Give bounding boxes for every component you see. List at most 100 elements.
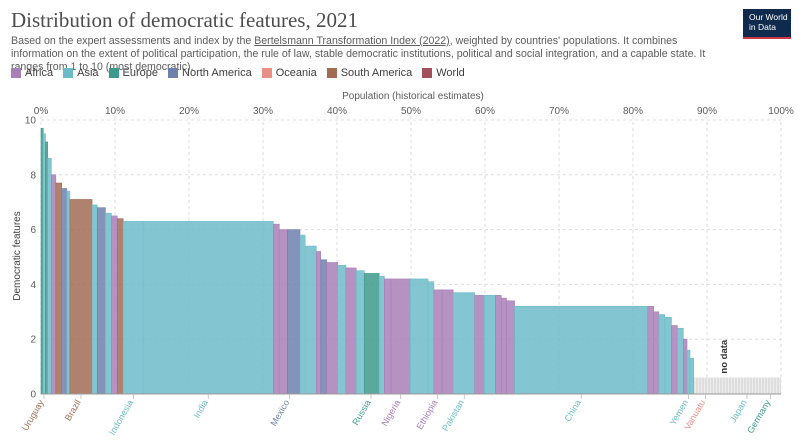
axes: 0 2 4 6 8 100% 10% 20% 30% 40% 50% 60% 70% 80% 90% 100% bbox=[25, 106, 794, 401]
segment[interactable] bbox=[40, 127, 44, 395]
y-tick-label: 6 bbox=[30, 225, 36, 236]
segment[interactable] bbox=[514, 306, 649, 395]
segment[interactable] bbox=[116, 218, 124, 395]
x-tick-label: 80% bbox=[623, 106, 643, 117]
segment[interactable] bbox=[337, 264, 347, 395]
segment[interactable] bbox=[427, 281, 435, 395]
country-label: Indonesia bbox=[107, 398, 135, 437]
legend-item-asia[interactable]: Asia bbox=[63, 67, 99, 79]
x-axis-label: Population (historical estimates) bbox=[342, 91, 484, 102]
segment[interactable] bbox=[683, 338, 688, 395]
segment[interactable] bbox=[390, 278, 411, 395]
segment[interactable] bbox=[686, 349, 691, 395]
segment[interactable] bbox=[483, 295, 496, 395]
legend-label: North America bbox=[182, 67, 252, 79]
owid-logo[interactable]: Our World in Data bbox=[743, 9, 791, 39]
y-tick-label: 4 bbox=[30, 280, 36, 291]
segment[interactable] bbox=[384, 278, 392, 395]
segment[interactable] bbox=[61, 188, 68, 395]
segment[interactable] bbox=[320, 259, 327, 395]
legend-item-africa[interactable]: Africa bbox=[11, 67, 53, 79]
segment[interactable] bbox=[355, 270, 365, 395]
segment[interactable] bbox=[378, 275, 385, 395]
segment[interactable] bbox=[452, 292, 475, 395]
segment[interactable] bbox=[47, 158, 52, 395]
data-segments bbox=[40, 127, 694, 395]
country-label: Mexico bbox=[268, 398, 291, 428]
x-tick-label: 40% bbox=[327, 106, 347, 117]
segment[interactable] bbox=[474, 295, 485, 395]
legend-label: Africa bbox=[25, 67, 54, 79]
x-tick-label: 30% bbox=[253, 106, 273, 117]
y-tick-label: 2 bbox=[30, 335, 36, 346]
segment[interactable] bbox=[326, 262, 339, 395]
segment[interactable] bbox=[658, 314, 666, 395]
legend-label: Asia bbox=[77, 67, 99, 79]
source-link[interactable]: Bertelsmann Transformation Index (2022) bbox=[254, 35, 450, 47]
segment[interactable] bbox=[647, 306, 655, 395]
x-tick-label: 50% bbox=[401, 106, 421, 117]
no-data-area bbox=[693, 377, 781, 394]
country-label: Pakistan bbox=[440, 398, 466, 433]
segment[interactable] bbox=[671, 325, 678, 395]
segment[interactable] bbox=[122, 221, 144, 395]
legend-swatch bbox=[108, 68, 119, 78]
y-axis-label: Democratic features bbox=[12, 211, 23, 300]
legend-item-europe[interactable]: Europe bbox=[108, 67, 159, 79]
segment[interactable] bbox=[653, 311, 660, 395]
segment[interactable] bbox=[278, 229, 288, 395]
x-tick-label: 20% bbox=[179, 106, 199, 117]
segment[interactable] bbox=[664, 316, 672, 395]
country-label: China bbox=[563, 398, 583, 423]
country-label: Russia bbox=[350, 398, 372, 427]
segment[interactable] bbox=[51, 174, 57, 395]
legend-label: World bbox=[436, 67, 465, 79]
legend-item-oceania[interactable]: Oceania bbox=[261, 67, 317, 79]
segment[interactable] bbox=[409, 278, 429, 395]
subtitle-text-end: , weighted by countries' populations. It… bbox=[11, 35, 706, 73]
segment[interactable] bbox=[441, 289, 454, 395]
legend-swatch bbox=[422, 68, 433, 78]
legend-item-south-america[interactable]: South America bbox=[326, 67, 413, 79]
no-data-region: no data bbox=[693, 339, 781, 394]
segment[interactable] bbox=[66, 190, 71, 395]
country-label: Ethiopia bbox=[414, 398, 439, 431]
segment[interactable] bbox=[42, 133, 46, 395]
x-tick-label: 100% bbox=[768, 106, 794, 117]
legend-swatch bbox=[63, 68, 74, 78]
segment[interactable] bbox=[105, 212, 112, 395]
segment[interactable] bbox=[506, 300, 515, 395]
legend-swatch bbox=[261, 68, 272, 78]
segment[interactable] bbox=[111, 215, 118, 395]
legend-label: Oceania bbox=[275, 67, 317, 79]
segment[interactable] bbox=[689, 358, 694, 395]
segment[interactable] bbox=[315, 251, 322, 395]
segment[interactable] bbox=[142, 221, 274, 395]
segment[interactable] bbox=[69, 199, 93, 395]
segment[interactable] bbox=[495, 295, 502, 395]
y-tick-label: 0 bbox=[30, 390, 36, 401]
legend: Africa Asia Europe North America Oceania… bbox=[11, 67, 465, 79]
segment[interactable] bbox=[304, 245, 317, 395]
segment[interactable] bbox=[96, 207, 106, 395]
segment[interactable] bbox=[299, 234, 306, 395]
segment[interactable] bbox=[91, 204, 98, 395]
segment[interactable] bbox=[45, 141, 48, 395]
legend-item-world[interactable]: World bbox=[422, 67, 465, 79]
segment[interactable] bbox=[55, 182, 63, 395]
segment[interactable] bbox=[345, 267, 357, 395]
chart-title: Distribution of democratic features, 202… bbox=[11, 8, 358, 32]
country-label: Germany bbox=[745, 398, 772, 435]
segment[interactable] bbox=[677, 327, 684, 395]
segment[interactable] bbox=[287, 229, 301, 395]
legend-label: Europe bbox=[122, 67, 159, 79]
segment[interactable] bbox=[364, 273, 380, 395]
x-tick-label: 90% bbox=[697, 106, 717, 117]
distribution-chart: no data 0 2 4 6 8 100% 10% 20% 30% 40% 50% 60% 70% 80… bbox=[12, 91, 794, 437]
legend-item-north-america[interactable]: North America bbox=[168, 67, 252, 79]
segment[interactable] bbox=[500, 297, 507, 395]
legend-label: South America bbox=[340, 67, 413, 79]
country-labels: Uruguay Brazil Indonesia India Mexico Russia N… bbox=[20, 394, 773, 437]
segment[interactable] bbox=[273, 223, 280, 395]
segment[interactable] bbox=[433, 289, 443, 395]
